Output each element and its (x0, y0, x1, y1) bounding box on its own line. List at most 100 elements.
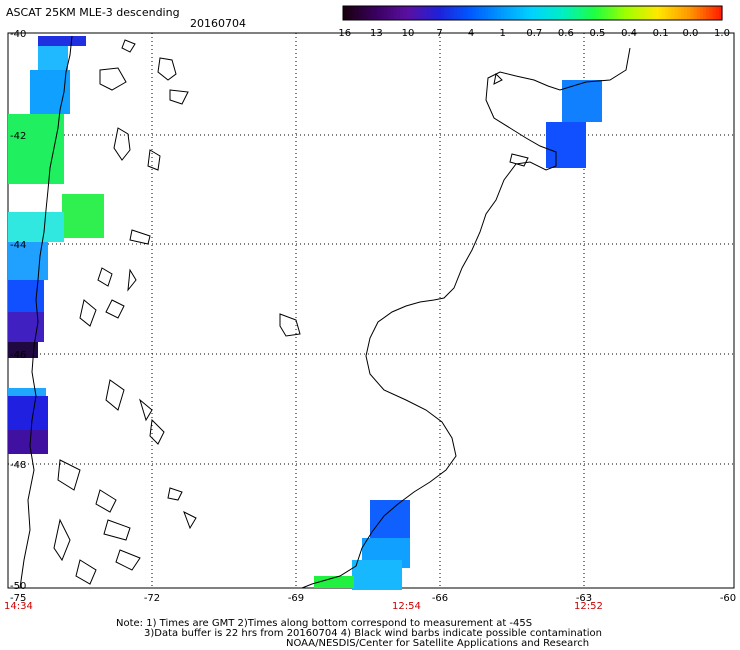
colorbar-segment (576, 6, 581, 20)
colorbar-segment (639, 6, 644, 20)
swath-cell (562, 80, 602, 122)
lat-label: -46 (10, 350, 26, 361)
colorbar-segment (696, 6, 701, 20)
colorbar-segment (500, 6, 505, 20)
colorbar-segment (365, 6, 369, 20)
axis-labels: -75 -72 -69 -66 -63 -60 -40 -42 -44 -46 -48 -50 14:3… (4, 29, 736, 612)
colorbar-segment (646, 6, 650, 20)
swath-cell (370, 500, 410, 538)
colorbar-segment (677, 6, 682, 20)
colorbar-segment (440, 6, 445, 20)
map-title: ASCAT 25KM MLE-3 descending (6, 6, 180, 19)
lon-label: -66 (432, 593, 448, 604)
colorbar-segment (485, 6, 489, 20)
colorbar-segment (374, 6, 379, 20)
colorbar-segment (608, 6, 613, 20)
swath-cell (314, 576, 354, 588)
colorbar-segment (516, 6, 521, 20)
swath-cell (38, 36, 86, 46)
colorbar-segment (371, 6, 376, 20)
colorbar-segment (418, 6, 423, 20)
colorbar-segment (718, 6, 723, 20)
colorbar-segment (570, 6, 575, 20)
colorbar-segment (560, 6, 565, 20)
colorbar-segment (358, 6, 363, 20)
swath-cell (352, 560, 402, 590)
colorbar-segment (535, 6, 540, 20)
colorbar-segment (478, 6, 483, 20)
lat-label: -42 (10, 131, 26, 142)
lon-label: -75 (10, 593, 26, 604)
colorbar-segment (428, 6, 433, 20)
lon-label: -63 (576, 593, 592, 604)
swath-cell (38, 46, 68, 70)
colorbar-segment (538, 6, 543, 20)
time-label: 12:54 (392, 601, 421, 612)
colorbar-segment (380, 6, 385, 20)
colorbar-segment (481, 6, 486, 20)
colorbar-segment (674, 6, 679, 20)
colorbar-segment (551, 6, 556, 20)
colorbar-segment (406, 6, 410, 20)
colorbar-segment (532, 6, 537, 20)
colorbar-segment (507, 6, 511, 20)
colorbar-segment (361, 6, 366, 20)
colorbar-segment (671, 6, 676, 20)
colorbar-segment (421, 6, 426, 20)
colorbar-segment (687, 6, 692, 20)
colorbar-segment (399, 6, 404, 20)
colorbar-segment (680, 6, 685, 20)
colorbar-segment (412, 6, 417, 20)
colorbar-segment (636, 6, 641, 20)
colorbar-segment (355, 6, 360, 20)
colorbar-segment (472, 6, 477, 20)
lat-label: -50 (10, 581, 26, 592)
colorbar-segment (343, 6, 347, 20)
colorbar-segment (624, 6, 628, 20)
colorbar-segment (396, 6, 401, 20)
argentina-coast (301, 47, 631, 589)
colorbar-segment (661, 6, 666, 20)
colorbar-segment (463, 6, 467, 20)
colorbar-segment (444, 6, 448, 20)
colorbar-segment (693, 6, 698, 20)
colorbar-segment (494, 6, 499, 20)
colorbar-segment (579, 6, 584, 20)
swath-cell (8, 342, 38, 358)
colorbar-segment (403, 6, 407, 20)
time-label: 12:52 (574, 601, 603, 612)
coastline (19, 35, 631, 589)
colorbar-segment (513, 6, 518, 20)
colorbar-segment (601, 6, 606, 20)
colorbar-segment (573, 6, 578, 20)
time-label: 14:34 (4, 601, 33, 612)
colorbar-segment (715, 6, 720, 20)
colorbar-segment (456, 6, 461, 20)
note-line-2: 3)Data buffer is 22 hrs from 20160704 4)… (144, 628, 602, 639)
colorbar-segment (475, 6, 480, 20)
colorbar-segment (564, 6, 568, 20)
colorbar-segment (545, 6, 549, 20)
colorbar-segment (665, 6, 669, 20)
colorbar-segment (548, 6, 553, 20)
colorbar-segment (557, 6, 562, 20)
lat-label: -48 (10, 460, 26, 471)
colorbar-segment (643, 6, 647, 20)
colorbar-segment (605, 6, 609, 20)
colorbar-segment (586, 6, 590, 20)
colorbar-segment (425, 6, 429, 20)
colorbar-segment (504, 6, 508, 20)
lat-label: -40 (10, 29, 26, 40)
colorbar-segment (491, 6, 496, 20)
swath-cell (8, 212, 64, 242)
swath-cell (8, 280, 44, 312)
colorbar-segment (589, 6, 594, 20)
colorbar-segment (523, 6, 527, 20)
swath-cell (546, 122, 586, 168)
note-line-3: NOAA/NESDIS/Center for Satellite Applica… (286, 638, 590, 649)
note-line-1: Note: 1) Times are GMT 2)Times along bot… (116, 618, 533, 629)
lon-label: -72 (144, 593, 160, 604)
colorbar-segment (652, 6, 657, 20)
colorbar-segment (583, 6, 587, 20)
colorbar-segment (384, 6, 388, 20)
